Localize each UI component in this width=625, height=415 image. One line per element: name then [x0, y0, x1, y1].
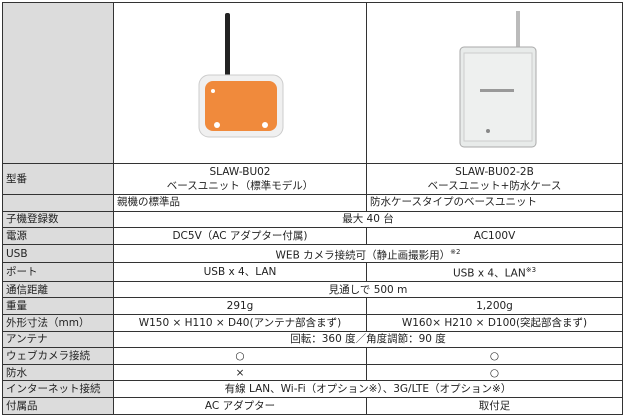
- spec-row: 電源 DC5V（AC アダプター付属) AC100V: [2, 227, 623, 245]
- value-text: W160× H210 × D100(突起部含まず): [401, 316, 588, 329]
- model-text: SLAW-BU02-2B: [455, 166, 534, 178]
- description-text: 防水ケースタイプのベースユニット: [370, 196, 537, 209]
- spec-row: 重量 291g 1,200g: [2, 297, 623, 315]
- value-cell: 291g: [113, 297, 367, 315]
- corner-cell: [2, 2, 114, 164]
- row-label: 型番: [6, 173, 27, 185]
- image-cell: [113, 2, 367, 164]
- image-cell: [366, 2, 623, 164]
- value-text: 1,200g: [476, 300, 513, 313]
- spec-row: 通信距離 見通しで 500 m: [2, 280, 623, 299]
- row-label: インターネット接続: [6, 383, 101, 396]
- spec-row: インターネット接続 有線 LAN、Wi-Fi（オプション※）、3G/LTE（オプシ…: [2, 380, 623, 398]
- value-text: WEB カメラ接続可（静止画撮影用）: [275, 249, 451, 262]
- value-cell: USB x 4、LAN※3: [366, 262, 623, 282]
- spec-row: アンテナ 回転：360 度／角度調節：90 度: [2, 330, 623, 349]
- label-cell: 電源: [2, 227, 114, 245]
- value-text: 取付足: [478, 399, 511, 412]
- label-cell: [2, 194, 114, 212]
- spec-row: USB WEB カメラ接続可（静止画撮影用）※2: [2, 243, 623, 264]
- row-label: 通信距離: [6, 283, 48, 296]
- value-text: 最大 40 台: [342, 213, 394, 226]
- row-label: 子機登録数: [6, 213, 59, 226]
- value-text: 見通しで 500 m: [328, 283, 408, 296]
- image-row: [2, 2, 623, 164]
- model-row: 型番 SLAW-BU02 ベースユニット（標準モデル） SLAW-BU02-2B ベース…: [2, 163, 623, 195]
- value-text: 291g: [226, 300, 254, 313]
- spec-row: ポート USB x 4、LAN USB x 4、LAN※3: [2, 262, 623, 282]
- note-mark: ※3: [525, 266, 537, 275]
- value-cell: 1,200g: [366, 297, 623, 315]
- value-cell: 有線 LAN、Wi-Fi（オプション※）、3G/LTE（オプション※）: [113, 380, 623, 398]
- row-label: ウェブカメラ接続: [6, 349, 90, 362]
- spec-row: 外形寸法（mm） W150 × H110 × D40(アンテナ部含まず) W160×…: [2, 313, 623, 332]
- value-cell: DC5V（AC アダプター付属): [113, 227, 367, 245]
- label-cell: 付属品: [2, 396, 114, 415]
- value-cell: 見通しで 500 m: [113, 280, 623, 299]
- description-row: 親機の標準品 防水ケースタイプのベースユニット: [2, 194, 623, 212]
- value-cell: AC アダプター: [113, 396, 367, 415]
- row-label: 外形寸法（mm）: [6, 316, 90, 329]
- spec-row: ウェブカメラ接続 ○ ○: [2, 347, 623, 365]
- value-text: AC100V: [473, 229, 516, 242]
- value-text: AC アダプター: [204, 399, 276, 412]
- spec-row: 付属品 AC アダプター 取付足: [2, 396, 623, 415]
- value-text: 有線 LAN、Wi-Fi（オプション※）、3G/LTE（オプション※）: [224, 383, 512, 396]
- value-text: ×: [235, 366, 245, 379]
- model-cell: SLAW-BU02 ベースユニット（標準モデル）: [113, 163, 367, 195]
- value-cell: USB x 4、LAN: [113, 262, 367, 282]
- label-cell: ウェブカメラ接続: [2, 347, 114, 365]
- label-cell: ポート: [2, 262, 114, 282]
- value-text: ○: [489, 349, 500, 362]
- note-mark: ※2: [450, 247, 461, 256]
- description-cell: 防水ケースタイプのベースユニット: [366, 194, 623, 212]
- value-cell: ○: [113, 347, 367, 365]
- row-label: 付属品: [6, 399, 38, 412]
- label-cell: アンテナ: [2, 330, 114, 349]
- product-image: [198, 13, 284, 138]
- product-image: [459, 11, 536, 148]
- model-cell: SLAW-BU02-2B ベースユニット+防水ケース: [366, 163, 623, 195]
- value-text: W150 × H110 × D40(アンテナ部含まず): [138, 316, 342, 329]
- label-cell: USB: [2, 243, 114, 264]
- label-cell: 型番: [2, 163, 114, 195]
- model-text: ベースユニット+防水ケース: [427, 180, 562, 192]
- value-text: USB x 4、LAN: [452, 267, 526, 280]
- label-cell: 外形寸法（mm）: [2, 313, 114, 332]
- label-cell: 重量: [2, 297, 114, 315]
- row-label: 重量: [6, 300, 27, 313]
- value-cell: 最大 40 台: [113, 210, 623, 229]
- value-text: ○: [235, 349, 245, 362]
- value-cell: W150 × H110 × D40(アンテナ部含まず): [113, 313, 367, 332]
- value-text: 回転：360 度／角度調節：90 度: [290, 333, 446, 346]
- spec-row: 子機登録数 最大 40 台: [2, 210, 623, 229]
- model-text: SLAW-BU02: [209, 166, 271, 178]
- value-cell: 回転：360 度／角度調節：90 度: [113, 330, 623, 349]
- value-text: USB x 4、LAN: [203, 266, 277, 279]
- label-cell: インターネット接続: [2, 380, 114, 398]
- value-cell: WEB カメラ接続可（静止画撮影用）※2: [113, 243, 623, 264]
- value-cell: ○: [366, 363, 623, 382]
- spec-row: 防水 × ○: [2, 363, 623, 382]
- row-label: USB: [6, 247, 28, 260]
- row-label: アンテナ: [6, 333, 48, 346]
- row-label: 防水: [6, 366, 27, 379]
- value-cell: 取付足: [366, 396, 623, 415]
- value-text: ○: [489, 366, 500, 379]
- value-cell: ×: [113, 363, 367, 382]
- value-cell: W160× H210 × D100(突起部含まず): [366, 313, 623, 332]
- label-cell: 通信距離: [2, 280, 114, 299]
- description-text: 親機の標準品: [117, 196, 180, 209]
- description-cell: 親機の標準品: [113, 194, 367, 212]
- value-cell: AC100V: [366, 227, 623, 245]
- value-cell: ○: [366, 347, 623, 365]
- row-label: ポート: [6, 266, 38, 279]
- value-text: DC5V（AC アダプター付属): [172, 229, 308, 242]
- model-text: ベースユニット（標準モデル）: [166, 180, 314, 192]
- label-cell: 子機登録数: [2, 210, 114, 229]
- label-cell: 防水: [2, 363, 114, 382]
- row-label: 電源: [6, 229, 27, 242]
